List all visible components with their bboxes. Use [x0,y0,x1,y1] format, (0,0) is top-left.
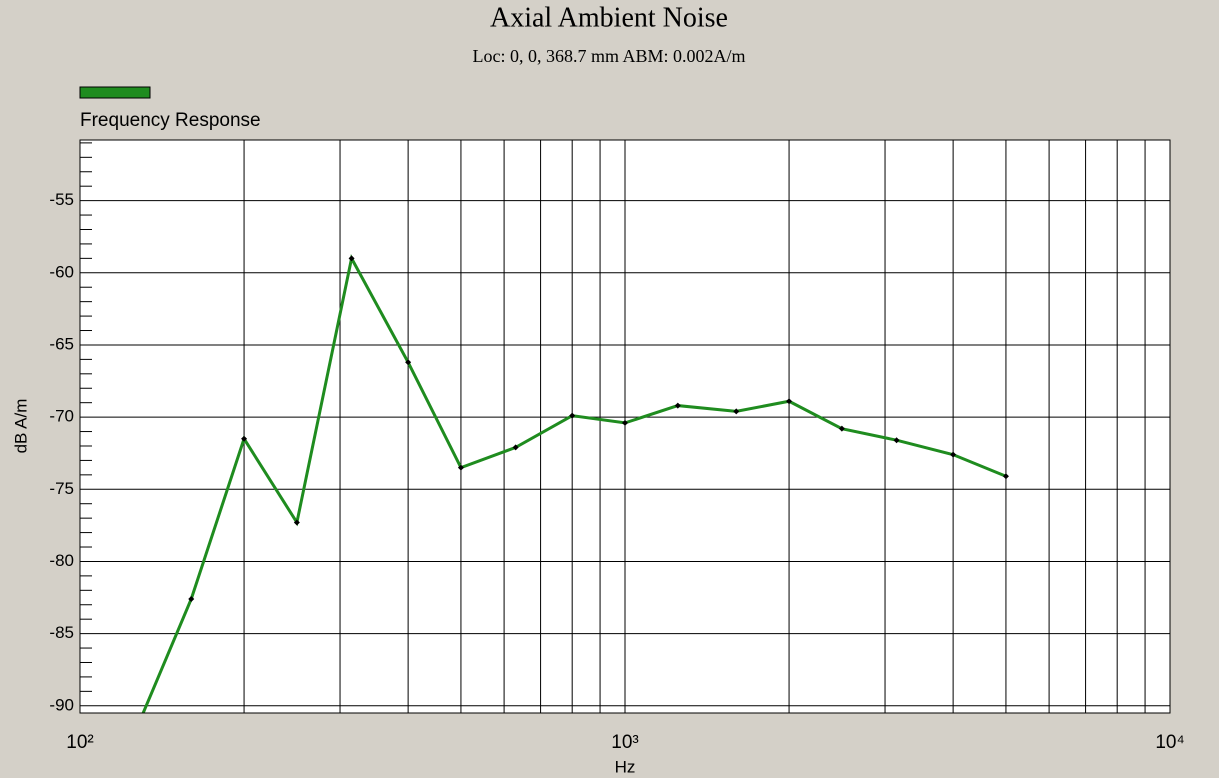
data-point [674,402,681,409]
data-point [293,519,300,526]
data-point [241,435,248,442]
y-tick-label: -65 [49,334,74,353]
data-point [1002,473,1009,480]
x-axis-label: Hz [615,757,636,776]
data-point [733,408,740,415]
x-tick-label: 10³ [611,732,638,753]
data-point [786,398,793,405]
y-tick-label: -90 [49,695,74,714]
data-point [130,735,136,741]
data-point [950,451,957,458]
chart-subtitle: Loc: 0, 0, 368.7 mm ABM: 0.002A/m [472,46,745,66]
data-point [893,437,900,444]
data-point [188,595,195,602]
x-tick-label: 10² [66,732,93,753]
data-point [512,444,519,451]
data-point [569,412,576,419]
y-tick-label: -60 [49,262,74,281]
y-tick-label: -70 [49,407,74,426]
data-point [405,359,412,366]
plot-border [79,139,1171,714]
legend-swatch [79,86,151,99]
y-tick-label: -55 [49,190,74,209]
data-point [457,464,464,471]
plot-layer [130,254,1009,741]
data-point [838,425,845,432]
data-point [622,419,628,426]
y-tick-label: -85 [49,623,74,642]
y-tick-label: -75 [49,479,74,498]
data-point [348,255,355,262]
legend-label: Frequency Response [80,110,261,131]
chart-title: Axial Ambient Noise [490,2,728,33]
y-axis-label: dB A/m [11,399,30,454]
x-tick-label: 10⁴ [1155,732,1184,753]
y-tick-label: -80 [49,551,74,570]
